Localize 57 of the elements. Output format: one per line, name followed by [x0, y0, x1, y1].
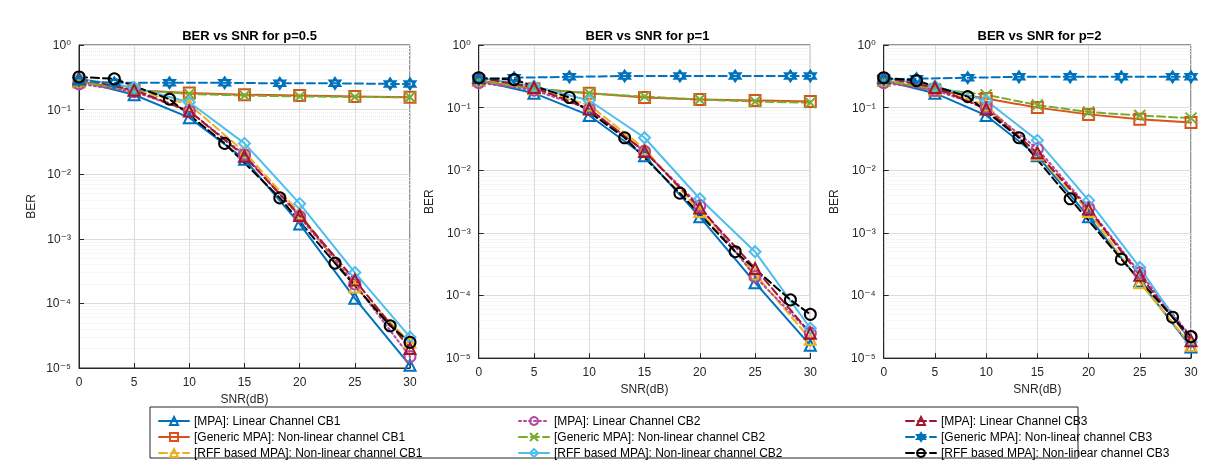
- x-tick-label: 15: [1030, 365, 1045, 380]
- x-axis-title: SNR(dB): [620, 382, 669, 396]
- x-tick-label: 30: [803, 365, 818, 380]
- x-tick-label: 25: [348, 375, 362, 389]
- x-tick-label: 25: [748, 365, 763, 380]
- y-tick-label: 10⁻¹: [47, 102, 71, 117]
- legend-label: [RFF based MPA]: Non-linear channel CB2: [554, 446, 783, 460]
- y-tick-label: 10⁻¹: [852, 100, 876, 115]
- x-tick-label: 10: [182, 375, 197, 389]
- x-axis-title: SNR(dB): [1013, 382, 1062, 396]
- x-tick-label: 5: [931, 365, 939, 380]
- legend-label: [MPA]: Linear Channel CB1: [194, 414, 341, 428]
- y-tick-label: 10⁻⁵: [851, 351, 876, 366]
- y-tick-label: 10⁻⁴: [46, 296, 71, 311]
- x-tick-label: 0: [880, 365, 888, 380]
- y-tick-label: 10⁻³: [47, 231, 71, 246]
- legend-label: [Generic MPA]: Non-linear channel CB1: [194, 430, 406, 444]
- y-tick-label: 10⁰: [52, 38, 72, 52]
- y-tick-label: 10⁰: [452, 38, 471, 52]
- x-tick-label: 5: [130, 375, 138, 389]
- x-tick-label: 0: [475, 365, 483, 380]
- legend-label: [Generic MPA]: Non-linear channel CB3: [941, 430, 1153, 444]
- x-tick-label: 25: [1133, 365, 1147, 380]
- legend-label: [Generic MPA]: Non-linear channel CB2: [554, 430, 766, 444]
- x-tick-label: 20: [693, 365, 707, 380]
- x-tick-label: 15: [637, 365, 652, 380]
- x-tick-label: 15: [237, 375, 252, 389]
- chart-title: BER vs SNR for p=2: [977, 28, 1102, 43]
- y-tick-label: 10⁻⁴: [445, 288, 471, 303]
- y-tick-label: 10⁻¹: [447, 100, 471, 115]
- y-tick-label: 10⁻²: [852, 163, 876, 178]
- y-tick-label: 10⁻²: [47, 167, 71, 182]
- y-tick-label: 10⁻³: [447, 225, 471, 240]
- x-tick-label: 10: [979, 365, 994, 380]
- x-tick-label: 0: [75, 375, 83, 389]
- chart-title: BER vs SNR for p=0.5: [182, 28, 317, 43]
- legend-label: [MPA]: Linear Channel CB3: [941, 414, 1088, 428]
- legend-label: [MPA]: Linear Channel CB2: [554, 414, 701, 428]
- x-tick-label: 5: [530, 365, 538, 380]
- x-tick-label: 20: [292, 375, 307, 389]
- y-axis-title: BER: [827, 188, 841, 214]
- y-tick-label: 10⁻⁵: [446, 351, 471, 366]
- x-tick-label: 30: [403, 375, 417, 389]
- y-tick-label: 10⁻⁴: [850, 288, 876, 303]
- y-tick-label: 10⁻²: [447, 163, 471, 178]
- x-axis-title: SNR(dB): [220, 391, 269, 406]
- y-axis-title: BER: [24, 193, 38, 219]
- x-tick-label: 20: [1081, 365, 1096, 380]
- chart-title: BER vs SNR for p=1: [585, 28, 710, 43]
- legend-label: [RFF based MPA]: Non-linear channel CB1: [194, 446, 423, 460]
- y-tick-label: 10⁻⁵: [46, 361, 72, 375]
- x-tick-label: 30: [1184, 365, 1198, 380]
- y-tick-label: 10⁻³: [852, 225, 876, 240]
- y-axis-title: BER: [422, 188, 436, 214]
- y-tick-label: 10⁰: [857, 38, 876, 52]
- x-tick-label: 10: [582, 365, 597, 380]
- legend-label: [RFF based MPA]: Non-linear channel CB3: [941, 446, 1170, 460]
